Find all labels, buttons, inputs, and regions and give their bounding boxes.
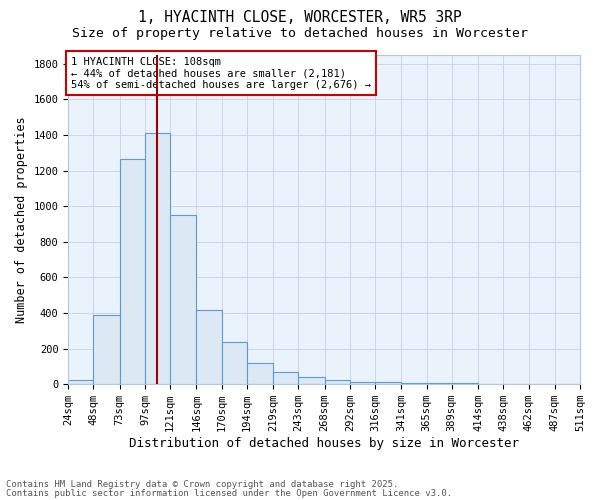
Text: Contains HM Land Registry data © Crown copyright and database right 2025.: Contains HM Land Registry data © Crown c… [6, 480, 398, 489]
Bar [298, 377, 325, 384]
Bar [145, 134, 170, 384]
Y-axis label: Number of detached properties: Number of detached properties [15, 116, 28, 323]
Bar [375, 382, 401, 384]
Text: Size of property relative to detached houses in Worcester: Size of property relative to detached ho… [72, 28, 528, 40]
Text: Contains public sector information licensed under the Open Government Licence v3: Contains public sector information licen… [6, 489, 452, 498]
Bar [68, 380, 94, 384]
Bar [170, 215, 196, 384]
Bar [120, 159, 145, 384]
Bar [221, 342, 247, 384]
Bar [325, 380, 350, 384]
X-axis label: Distribution of detached houses by size in Worcester: Distribution of detached houses by size … [129, 437, 519, 450]
Text: 1 HYACINTH CLOSE: 108sqm
← 44% of detached houses are smaller (2,181)
54% of sem: 1 HYACINTH CLOSE: 108sqm ← 44% of detach… [71, 56, 371, 90]
Bar [273, 372, 298, 384]
Bar [350, 382, 375, 384]
Bar [94, 315, 120, 384]
Bar [196, 310, 221, 384]
Text: 1, HYACINTH CLOSE, WORCESTER, WR5 3RP: 1, HYACINTH CLOSE, WORCESTER, WR5 3RP [138, 10, 462, 25]
Bar [247, 363, 273, 384]
